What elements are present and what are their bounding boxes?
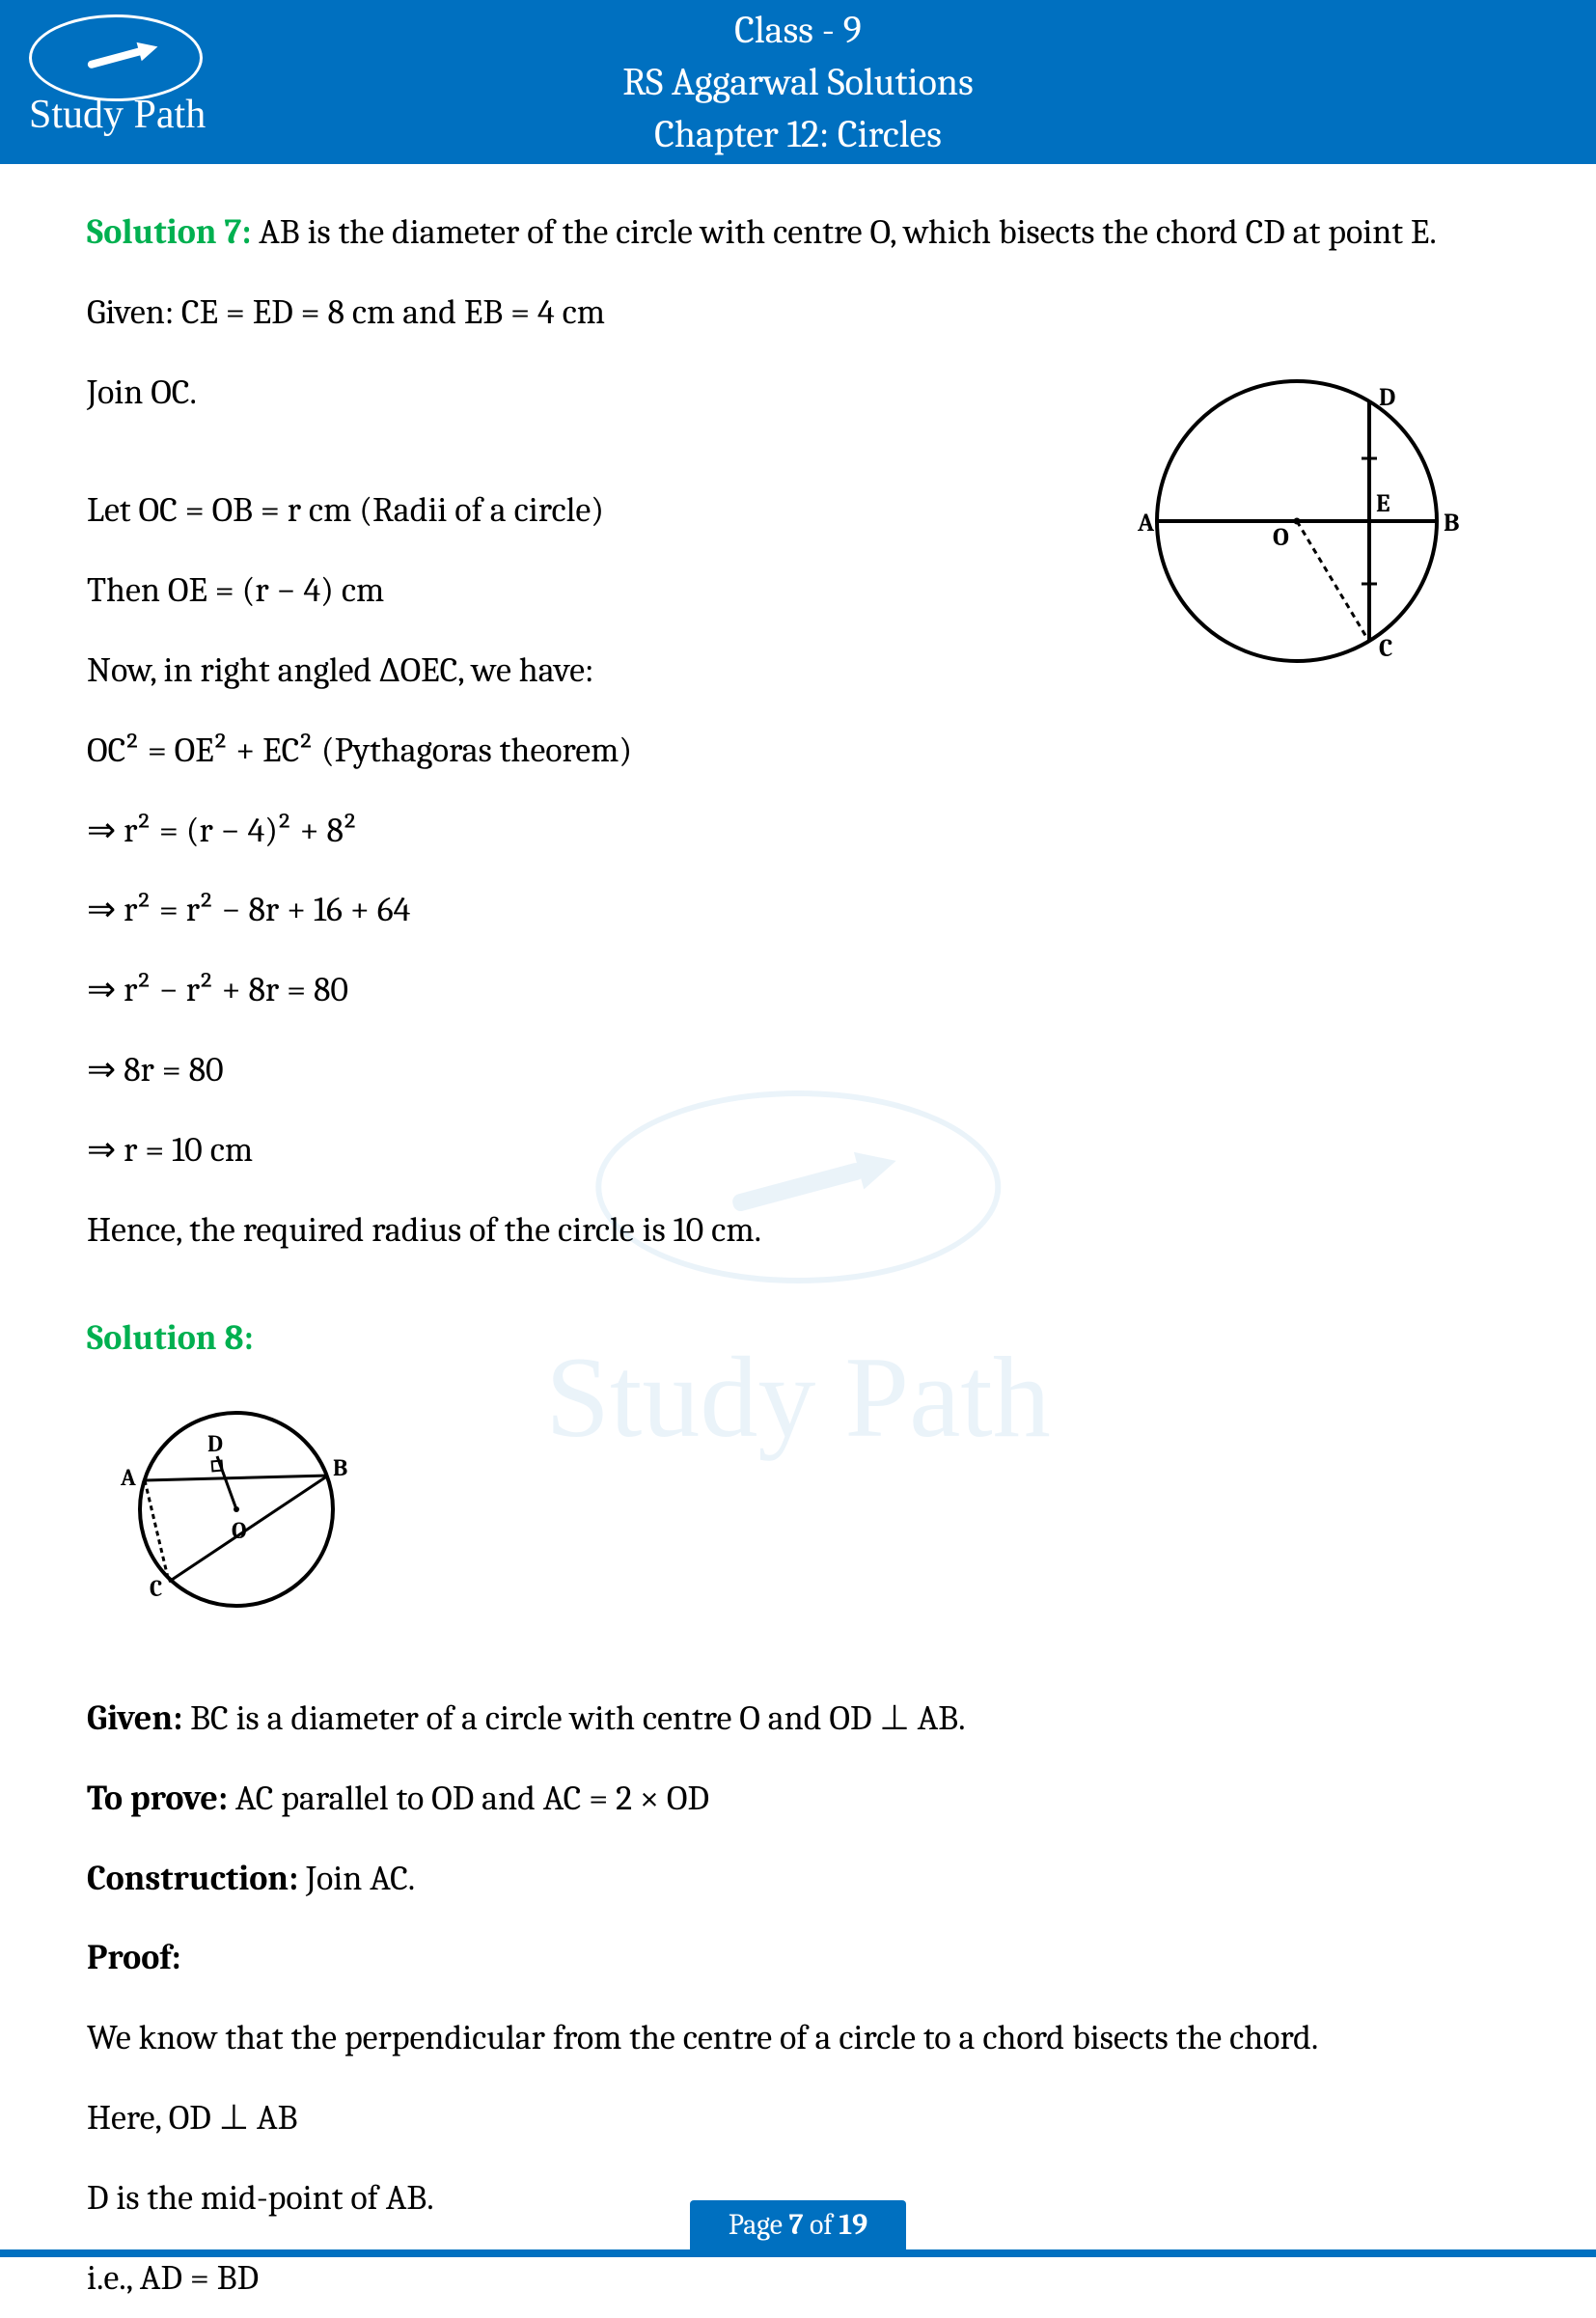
- label-b: B: [1444, 509, 1459, 538]
- logo-oval-icon: [29, 14, 203, 101]
- line-od-2: [217, 1456, 236, 1509]
- sol8-construction: Construction: Join AC.: [87, 1839, 1509, 1919]
- sol7-label: Solution 7:: [87, 212, 251, 252]
- point-o: [1294, 518, 1301, 525]
- footer-of: of: [803, 2208, 839, 2242]
- page-header: Study Path Class - 9 RS Aggarwal Solutio…: [0, 0, 1596, 164]
- footer-page: 7: [789, 2208, 804, 2242]
- logo-pen-icon: [87, 46, 145, 69]
- sol8-proof-label: Proof:: [87, 1938, 180, 1977]
- header-class: Class - 9: [0, 4, 1596, 56]
- footer-line: [0, 2249, 1596, 2257]
- point-o-2: [234, 1506, 239, 1512]
- label2-c: C: [150, 1575, 162, 1602]
- label-c: C: [1379, 634, 1392, 663]
- sol7-given: Given: CE = ED = 8 cm and EB = 4 cm: [87, 273, 1509, 353]
- diagram-circle-2: A B C D O: [96, 1398, 376, 1620]
- line-oc: [1297, 521, 1369, 642]
- label-e: E: [1376, 489, 1390, 518]
- sol7-step1: ⇒ r² = (r − 4)² + 8²: [87, 791, 1509, 871]
- line-ab-2: [145, 1476, 328, 1480]
- sol7-hence: Hence, the required radius of the circle…: [87, 1191, 1509, 1271]
- label-d: D: [1379, 383, 1395, 412]
- sol7-intro-text: AB is the diameter of the circle with ce…: [251, 212, 1436, 252]
- logo: Study Path: [29, 14, 206, 138]
- label-a: A: [1137, 509, 1155, 538]
- label-o: O: [1273, 523, 1289, 552]
- sol8-line1: We know that the perpendicular from the …: [87, 1999, 1509, 2079]
- line-bc-2: [169, 1476, 328, 1582]
- sol8-toprove-text: AC parallel to OD and AC = 2 × OD: [228, 1779, 709, 1818]
- sol8-label: Solution 8:: [87, 1318, 254, 1358]
- sol8-construction-text: Join AC.: [298, 1859, 415, 1898]
- header-book: RS Aggarwal Solutions: [0, 56, 1596, 108]
- label2-o: O: [232, 1517, 247, 1544]
- footer-page-indicator: Page 7 of 19: [690, 2200, 906, 2249]
- sol8-toprove: To prove: AC parallel to OD and AC = 2 ×…: [87, 1759, 1509, 1839]
- sol8-given: Given: BC is a diameter of a circle with…: [87, 1679, 1509, 1759]
- page-footer: Page 7 of 19: [0, 2200, 1596, 2257]
- label2-a: A: [120, 1464, 136, 1491]
- header-chapter: Chapter 12: Circles: [0, 108, 1596, 160]
- sol8-given-label: Given:: [87, 1698, 182, 1738]
- sol7-step3: ⇒ r² − r² + 8r = 80: [87, 951, 1509, 1031]
- label2-d: D: [207, 1430, 223, 1457]
- header-titles: Class - 9 RS Aggarwal Solutions Chapter …: [0, 4, 1596, 160]
- footer-prefix: Page: [729, 2208, 789, 2242]
- spacer: [87, 1270, 1509, 1299]
- sol8-given-text: BC is a diameter of a circle with centre…: [182, 1698, 965, 1738]
- sol8-line2: Here, OD ⊥ AB: [87, 2079, 1509, 2159]
- sol8-construction-label: Construction:: [87, 1859, 298, 1898]
- page-content: Study Path A B D C E O Solution 7: AB is…: [0, 164, 1596, 2318]
- footer-total: 19: [839, 2208, 867, 2242]
- label2-b: B: [333, 1454, 347, 1481]
- sol7-step5: ⇒ r = 10 cm: [87, 1111, 1509, 1191]
- sol8-toprove-label: To prove:: [87, 1779, 228, 1818]
- sol7-pyth: OC² = OE² + EC² (Pythagoras theorem): [87, 711, 1509, 791]
- sol7-step4: ⇒ 8r = 80: [87, 1031, 1509, 1111]
- sol7-step2: ⇒ r² = r² − 8r + 16 + 64: [87, 870, 1509, 951]
- diagram-circle-1: A B D C E O: [1133, 357, 1480, 685]
- sol7-intro: Solution 7: AB is the diameter of the ci…: [87, 193, 1509, 273]
